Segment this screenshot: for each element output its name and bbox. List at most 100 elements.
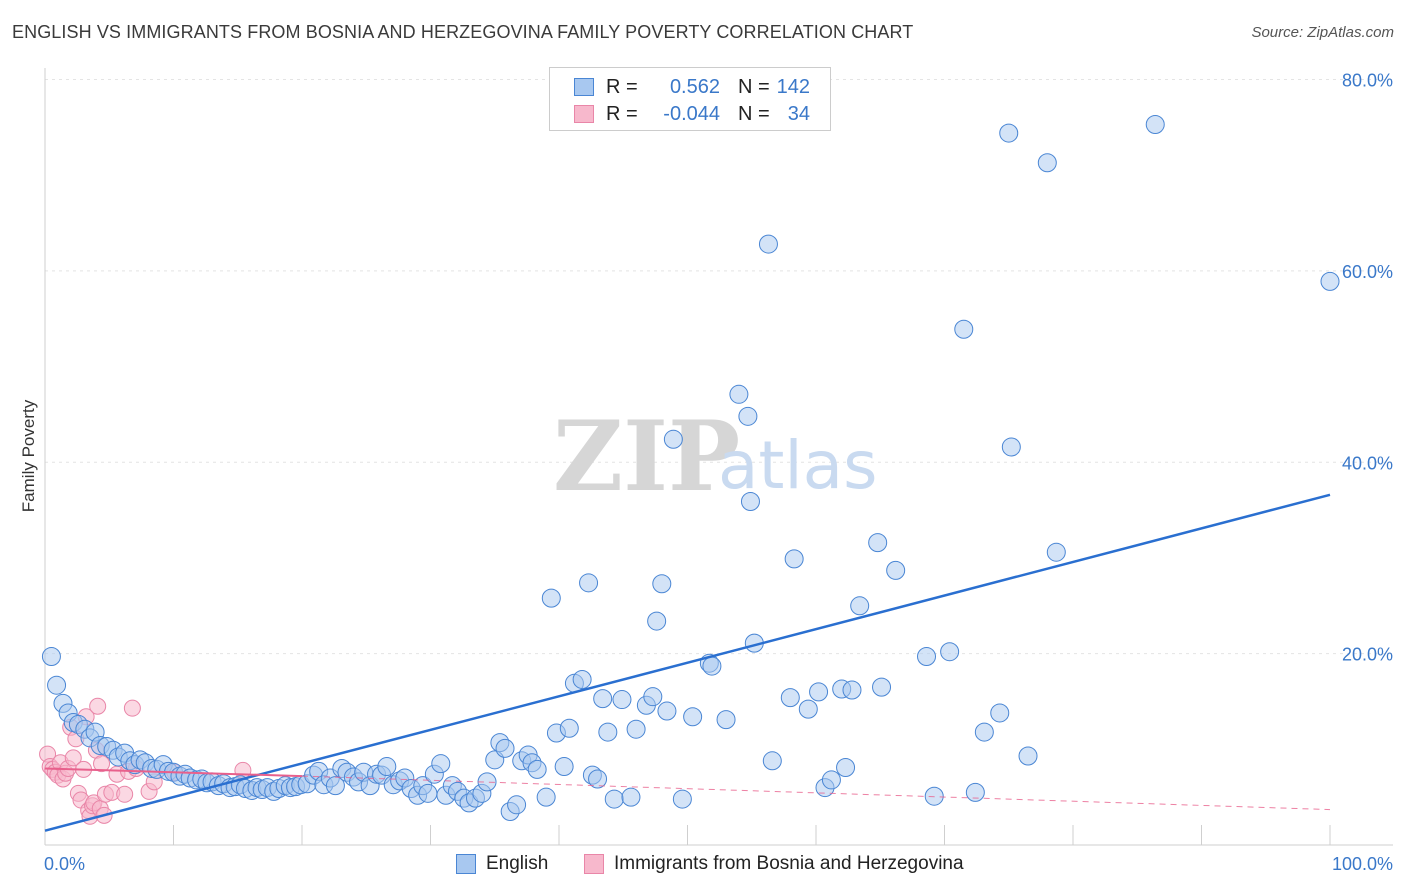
legend-row-bosnia: R = -0.044 N = 34 [574,101,810,127]
english-point [809,682,829,702]
english-point [377,757,397,777]
bottom-legend-label-english: English [486,853,549,874]
english-point [821,770,841,790]
english-point [431,754,451,774]
watermark-atlas: atlas [718,427,878,504]
bottom-legend-bosnia: Immigrants from Bosnia and Herzegovina [584,852,964,876]
english-point [872,677,892,697]
legend-r-value: -0.044 [663,102,720,125]
source-credit: Source: ZipAtlas.com [1251,24,1394,41]
english-point [886,560,906,580]
english-point [990,703,1010,723]
english-point [1018,746,1038,766]
english-point [47,675,67,695]
legend-swatch-bosnia [574,105,594,123]
x-tick-label: 100.0% [1332,854,1393,874]
english-point [672,789,692,809]
bottom-legend-label-bosnia: Immigrants from Bosnia and Herzegovina [614,853,964,874]
bosnia-point [116,785,134,803]
english-point [762,751,782,771]
english-point [579,573,599,593]
y-tick-label: 80.0% [1342,71,1393,91]
english-point [604,789,624,809]
watermark: ZIP atlas [553,400,878,513]
legend-n-value: 34 [787,102,810,125]
english-points [41,114,1340,822]
english-point [702,656,722,676]
english-point [974,722,994,742]
english-point [621,787,641,807]
english-point [917,646,937,666]
english-point [418,783,438,803]
bottom-legend-swatch-english [456,854,476,874]
legend-r-label: R = [606,75,638,98]
bosnia-point [93,755,111,773]
english-point [1145,114,1165,134]
gridlines [45,79,1393,655]
trend-lines [44,493,1331,832]
english-point [758,234,778,254]
english-point [850,596,870,616]
english-point [652,574,672,594]
bottom-legend-english: English [456,852,548,876]
english-point [588,769,608,789]
english-point [541,588,561,608]
english-point [798,699,818,719]
x-tick-label: 0.0% [44,854,85,874]
legend-n-label: N = [738,75,770,98]
english-point [1037,153,1057,173]
english-point [612,690,632,710]
bosnia-point [89,697,107,715]
legend-r-value: 0.562 [669,75,720,98]
y-tick-label: 20.0% [1342,645,1393,665]
english-point [626,719,646,739]
english-point [965,782,985,802]
english-point [784,549,804,569]
english-point [954,319,974,339]
english-point [507,795,527,815]
english-point [536,787,556,807]
bosnia-point [64,749,82,767]
english-point [657,701,677,721]
watermark-zip: ZIP [553,400,740,513]
english-point [940,642,960,662]
legend-row-english: R = 0.562 N = 142 [574,74,810,100]
legend-swatch-english [574,78,594,96]
english-point [1046,542,1066,562]
english-point [836,757,856,777]
english-point [683,707,703,727]
legend: R = 0.562 N = 142 R = -0.044 N = 34 [549,67,831,131]
y-tick-label: 60.0% [1342,262,1393,282]
bosnia-point [123,699,141,717]
english-point [716,710,736,730]
chart-title: ENGLISH VS IMMIGRANTS FROM BOSNIA AND HE… [12,22,914,42]
english-point [999,123,1019,143]
english-point [663,429,683,449]
english-point [559,718,579,738]
english-point [495,738,515,758]
y-tick-label: 40.0% [1342,453,1393,473]
bosnia-trend-line [44,767,303,778]
english-point [1320,271,1340,291]
english-point [868,533,888,553]
english-point [740,491,760,511]
legend-n-label: N = [738,102,770,125]
english-point [647,611,667,631]
english-point [41,646,61,666]
english-point [643,687,663,707]
legend-r-label: R = [606,102,638,125]
english-point [527,759,547,779]
bottom-legend-swatch-bosnia [584,854,604,874]
english-point [554,757,574,777]
english-point [738,406,758,426]
english-point [572,669,592,689]
english-point [325,776,345,796]
english-trend-line [44,493,1331,832]
english-point [593,689,613,709]
english-point [1001,437,1021,457]
english-point [729,384,749,404]
tick-labels: 20.0% 40.0% 60.0% 80.0% 0.0% 100.0% [44,71,1393,875]
legend-n-value: 142 [776,75,810,98]
axes [44,68,1393,846]
